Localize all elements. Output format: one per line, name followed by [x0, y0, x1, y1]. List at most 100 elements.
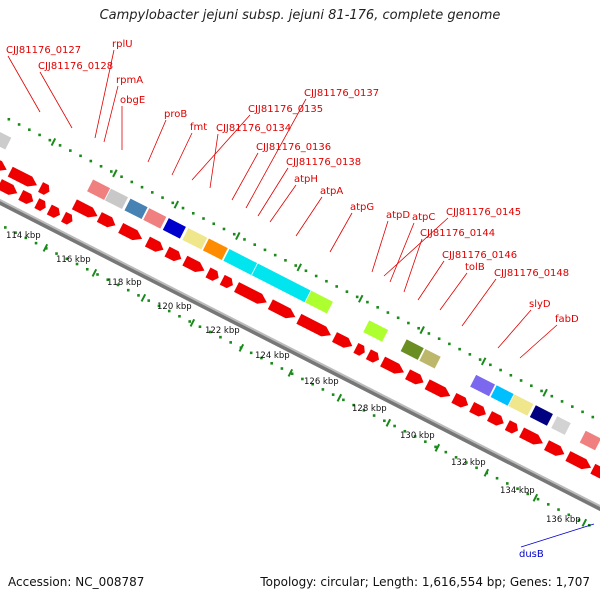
cds-arrow: [71, 199, 98, 218]
cog-block: [103, 187, 130, 211]
cds-arrow: [380, 356, 404, 374]
tick-mark: [424, 440, 427, 443]
tick-mark: [14, 231, 17, 234]
leader-line: [329, 212, 353, 253]
gene-label: CJJ81176_0145: [446, 207, 521, 218]
tick-mark: [434, 445, 437, 449]
tick-mark: [120, 175, 123, 179]
gene-label: atpH: [294, 174, 318, 185]
tick-mark: [232, 232, 236, 236]
leader-line: [439, 272, 468, 311]
cds-arrow: [590, 463, 600, 479]
tick-mark: [79, 154, 82, 158]
cog-block: [578, 429, 600, 452]
kbp-tick-label: 116 kbp: [56, 255, 91, 265]
tick-mark: [263, 248, 267, 252]
cog-block: [222, 247, 259, 277]
cds-arrow: [267, 299, 296, 319]
leader-line: [191, 114, 251, 181]
cog-block: [181, 227, 209, 251]
gene-label: tolB: [465, 262, 485, 273]
leader-line: [7, 55, 41, 113]
tick-mark: [58, 144, 62, 147]
cog-block: [201, 237, 229, 262]
tick-mark: [48, 138, 52, 142]
gene-label: atpG: [350, 202, 374, 213]
backbone-line: [0, 199, 600, 512]
leader-line: [497, 309, 532, 349]
leader-line: [295, 196, 323, 237]
cds-arrow: [469, 402, 486, 417]
gene-label: proB: [164, 109, 187, 120]
gene-label: fabD: [555, 314, 579, 325]
tick-mark: [110, 170, 113, 173]
tick-mark: [270, 361, 273, 365]
cds-arrow: [504, 420, 519, 434]
leader-line: [257, 167, 289, 217]
leader-line: [461, 278, 497, 327]
gene-label: CJJ81176_0144: [420, 228, 495, 239]
gene-label: CJJ81176_0135: [248, 104, 323, 115]
tick-mark: [417, 326, 420, 330]
backbone-layer: [0, 198, 600, 512]
cds-arrow: [0, 179, 18, 195]
tick-mark: [28, 128, 31, 132]
map-title: Campylobacter jejuni subsp. jejuni 81-17…: [99, 8, 501, 23]
cds-arrow: [565, 451, 592, 470]
leader-line: [389, 222, 415, 283]
tick-mark: [198, 325, 202, 329]
tick-mark: [85, 267, 89, 271]
tick-mark: [222, 227, 226, 231]
cds-arrow: [34, 198, 46, 211]
cds-arrow: [61, 211, 73, 225]
tick-mark: [189, 318, 196, 327]
tick-mark: [591, 415, 595, 419]
cds-arrow: [38, 182, 50, 195]
tick-mark: [55, 252, 58, 255]
tick-mark: [24, 236, 28, 240]
leader-line: [209, 133, 219, 189]
cds-arrow: [18, 190, 34, 204]
tick-mark: [219, 335, 222, 339]
tick-mark: [150, 191, 154, 194]
tick-mark: [157, 304, 161, 308]
gene-label: rplU: [112, 39, 133, 50]
gene-label: CJJ81176_0127: [6, 45, 81, 56]
cds-layer: [0, 152, 600, 479]
tick-mark: [516, 487, 519, 490]
tick-mark: [126, 288, 130, 292]
cds-arrow: [0, 152, 7, 172]
tick-mark: [345, 290, 349, 293]
tick-mark: [336, 393, 343, 402]
tick-mark: [167, 309, 171, 313]
cog-block: [0, 128, 13, 151]
tick-mark: [253, 243, 257, 246]
gene-label: CJJ81176_0136: [256, 142, 331, 153]
tick-mark: [137, 294, 140, 297]
kbp-tick-label: 120 kbp: [157, 302, 192, 312]
kbp-tick-label: 136 kbp: [546, 515, 581, 525]
tick-mark: [495, 476, 499, 480]
tick-mark: [69, 149, 72, 152]
tick-mark: [519, 379, 523, 382]
tick-mark: [483, 468, 490, 477]
tick-mark: [112, 169, 118, 178]
tick-mark: [273, 253, 277, 257]
cog-block: [161, 217, 187, 240]
cds-arrow: [96, 212, 116, 228]
topology-info-text: Topology: circular; Length: 1,616,554 bp…: [260, 575, 590, 589]
kbp-layer: 114 kbp 116 kbp 118 kbp 120 kbp 122 kbp 124 k…: [6, 231, 581, 525]
tick-mark: [290, 372, 294, 376]
tick-mark: [89, 159, 93, 163]
tick-mark: [130, 180, 134, 184]
tick-mark: [260, 356, 263, 360]
tick-mark: [301, 377, 304, 381]
tick-mark: [284, 259, 287, 262]
cds-arrow: [486, 411, 504, 426]
tick-mark: [161, 196, 164, 199]
gene-label: rpmA: [116, 75, 143, 86]
gene-label: atpD: [386, 210, 410, 221]
tick-mark: [546, 503, 550, 506]
tick-mark: [314, 274, 318, 278]
